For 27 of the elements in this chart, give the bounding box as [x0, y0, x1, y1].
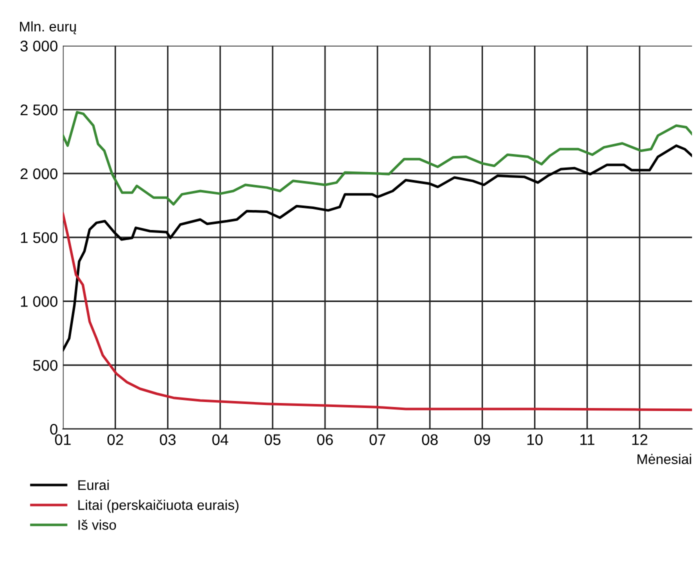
x-tick-label: 04: [212, 434, 228, 446]
legend-label: Litai (perskaičiuota eurais): [78, 500, 238, 513]
x-tick-label: 03: [160, 434, 176, 446]
y-tick-label: 2 000: [20, 168, 58, 180]
line-series: [62, 212, 692, 412]
x-tick-label: 05: [264, 434, 280, 446]
line-series: [62, 144, 692, 352]
x-axis-title: Mėnesiai: [638, 454, 692, 464]
x-tick-label: 10: [527, 434, 543, 446]
x-tick-label: 02: [107, 434, 124, 446]
x-tick-label: 09: [474, 434, 490, 446]
line-series: [62, 110, 692, 206]
x-tick-label: 12: [632, 434, 648, 445]
y-tick-label: 2 500: [20, 104, 58, 116]
y-tick-label: 3 000: [20, 40, 58, 52]
legend-label: Eurai: [78, 480, 109, 490]
x-tick-label: 07: [370, 434, 386, 446]
y-axis-title: Mln. eurų: [20, 21, 76, 34]
y-tick-label: 500: [33, 360, 58, 371]
x-tick-label: 06: [317, 434, 333, 446]
y-tick-label: 1 500: [20, 232, 58, 244]
x-tick-label: 01: [55, 434, 71, 446]
x-tick-label: 08: [422, 434, 438, 446]
x-tick-label: 11: [580, 434, 594, 445]
y-tick-label: 1 000: [20, 296, 58, 307]
legend-label: Iš viso: [78, 520, 116, 530]
y-tick-label: 0: [50, 424, 58, 435]
